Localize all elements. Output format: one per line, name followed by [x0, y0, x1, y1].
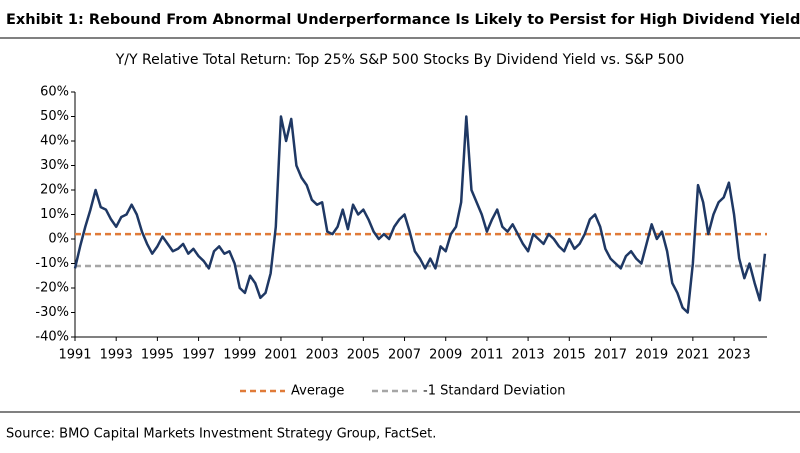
y-tick-label: 10%	[40, 207, 69, 222]
y-tick-label: 50%	[40, 109, 69, 124]
x-tick-label: 1995	[141, 348, 174, 363]
legend-label: -1 Standard Deviation	[423, 384, 566, 399]
y-tick-label: -30%	[35, 305, 69, 320]
x-tick-label: 1999	[223, 348, 256, 363]
x-tick-label: 2007	[388, 348, 421, 363]
y-tick-label: -20%	[35, 281, 69, 296]
y-tick-label: 30%	[40, 158, 69, 173]
x-tick-label: 2001	[264, 348, 297, 363]
source: Source: BMO Capital Markets Investment S…	[6, 427, 436, 442]
chart-title: Exhibit 1: Rebound From Abnormal Underpe…	[6, 12, 800, 28]
x-tick-label: 2011	[470, 348, 503, 363]
y-tick-label: 60%	[40, 85, 69, 100]
y-tick-label: -10%	[35, 256, 69, 271]
x-tick-label: 1997	[182, 348, 215, 363]
data-line	[73, 115, 767, 314]
x-tick-label: 2015	[553, 348, 586, 363]
legend-label: Average	[291, 384, 344, 399]
y-tick-label: 40%	[40, 134, 69, 149]
y-tick-label: 0%	[48, 232, 69, 247]
x-tick-label: 1991	[58, 348, 91, 363]
x-tick-label: 2013	[512, 348, 545, 363]
x-tick-label: 2005	[347, 348, 380, 363]
y-tick-label: 20%	[40, 183, 69, 198]
x-tick-label: 2021	[676, 348, 709, 363]
chart-subtitle: Y/Y Relative Total Return: Top 25% S&P 5…	[115, 52, 685, 68]
x-tick-label: 2009	[429, 348, 462, 363]
x-tick-label: 2017	[594, 348, 627, 363]
x-tick-label: 1993	[100, 348, 133, 363]
x-tick-label: 2003	[306, 348, 339, 363]
x-tick-label: 2023	[718, 348, 751, 363]
y-tick-label: -40%	[35, 330, 69, 345]
x-tick-label: 2019	[635, 348, 668, 363]
